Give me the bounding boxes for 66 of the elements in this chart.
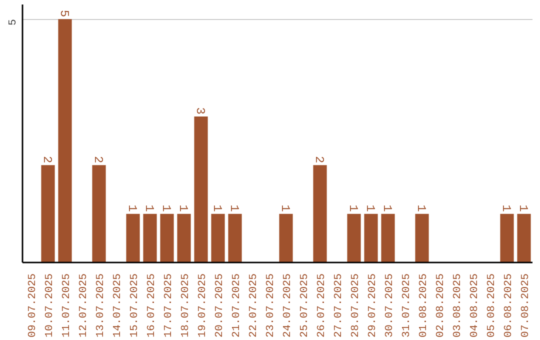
x-tick-label: 24.07.2025 xyxy=(282,273,294,338)
x-tick-label: 30.07.2025 xyxy=(384,273,396,338)
data-label: 1 xyxy=(499,204,513,212)
x-tick-label: 25.07.2025 xyxy=(299,273,311,338)
x-tick-label: 20.07.2025 xyxy=(214,273,226,338)
bar xyxy=(143,214,157,262)
data-label: 1 xyxy=(414,204,428,212)
x-tick-label: 22.07.2025 xyxy=(248,273,260,338)
bar xyxy=(279,214,293,262)
bar xyxy=(160,214,174,262)
x-tick-label: 02.08.2025 xyxy=(435,273,447,338)
bar xyxy=(194,116,208,262)
x-tick-label: 31.07.2025 xyxy=(401,273,413,338)
x-tick-label: 19.07.2025 xyxy=(197,273,209,338)
bar xyxy=(415,214,429,262)
bar xyxy=(364,214,378,262)
x-tick-label: 04.08.2025 xyxy=(469,273,481,338)
x-tick-label: 18.07.2025 xyxy=(180,273,192,338)
x-tick-label: 05.08.2025 xyxy=(486,273,498,338)
data-label: 1 xyxy=(176,204,190,212)
x-tick-label: 26.07.2025 xyxy=(316,273,328,338)
data-label: 1 xyxy=(380,204,394,212)
x-tick-label: 14.07.2025 xyxy=(112,273,124,338)
bar xyxy=(313,165,327,262)
x-tick-label: 07.08.2025 xyxy=(520,273,532,338)
data-label: 1 xyxy=(210,204,224,212)
x-tick-label: 16.07.2025 xyxy=(146,273,158,338)
bar xyxy=(381,214,395,262)
x-tick-label: 11.07.2025 xyxy=(61,273,73,338)
x-tick-label: 06.08.2025 xyxy=(503,273,515,338)
x-tick-label: 29.07.2025 xyxy=(367,273,379,338)
bar xyxy=(517,214,531,262)
x-tick-label: 12.07.2025 xyxy=(78,273,90,338)
data-label: 1 xyxy=(278,204,292,212)
x-tick-label: 23.07.2025 xyxy=(265,273,277,338)
data-label: 1 xyxy=(227,204,241,212)
bar xyxy=(177,214,191,262)
bar xyxy=(347,214,361,262)
x-tick-label: 09.07.2025 xyxy=(27,273,39,338)
x-tick-label: 03.08.2025 xyxy=(452,273,464,338)
data-label: 1 xyxy=(125,204,139,212)
bar xyxy=(58,19,72,262)
data-label: 1 xyxy=(363,204,377,212)
data-label: 1 xyxy=(159,204,173,212)
x-tick-label: 27.07.2025 xyxy=(333,273,345,338)
x-tick-label: 28.07.2025 xyxy=(350,273,362,338)
bar xyxy=(500,214,514,262)
data-label: 5 xyxy=(57,10,71,18)
data-label: 2 xyxy=(312,156,326,164)
bar xyxy=(126,214,140,262)
x-tick-label: 21.07.2025 xyxy=(231,273,243,338)
bar xyxy=(41,165,55,262)
bar xyxy=(211,214,225,262)
data-label: 1 xyxy=(346,204,360,212)
x-tick-label: 13.07.2025 xyxy=(95,273,107,338)
x-tick-label: 17.07.2025 xyxy=(163,273,175,338)
x-tick-label: 15.07.2025 xyxy=(129,273,141,338)
data-label: 1 xyxy=(516,204,530,212)
data-label: 3 xyxy=(193,107,207,114)
bar xyxy=(228,214,242,262)
data-label: 2 xyxy=(40,156,54,164)
x-tick-label: 10.07.2025 xyxy=(44,273,56,338)
data-label: 1 xyxy=(142,204,156,212)
data-label: 2 xyxy=(91,156,105,164)
x-tick-label: 01.08.2025 xyxy=(418,273,430,338)
bar xyxy=(92,165,106,262)
